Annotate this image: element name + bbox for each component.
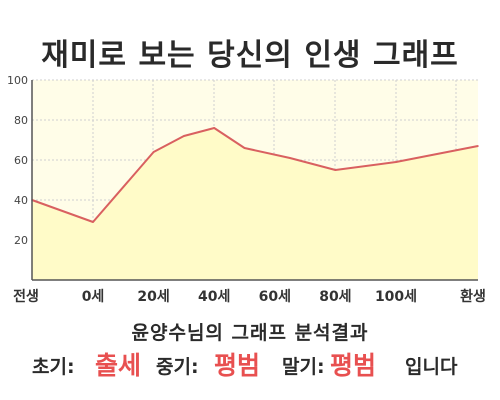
x-tick-label-0: 전생 xyxy=(13,288,39,305)
data-point-1 xyxy=(92,221,94,223)
data-point-4 xyxy=(213,127,215,129)
late-label: 말기: xyxy=(282,356,325,378)
y-tick-label-4: 100 xyxy=(7,74,28,87)
x-tick-label-6: 100세 xyxy=(375,289,417,305)
data-point-5 xyxy=(243,147,246,149)
early-label: 초기: xyxy=(32,356,75,378)
late-value: 평범 xyxy=(330,351,377,380)
data-point-7 xyxy=(334,169,337,171)
y-tick-label-2: 60 xyxy=(14,154,28,167)
data-point-6 xyxy=(289,157,291,159)
early-value: 출세 xyxy=(95,351,142,380)
x-tick-label-1: 0세 xyxy=(82,289,105,305)
analysis-summary: 윤양수님의 그래프 분석결과 xyxy=(131,322,369,344)
mid-label: 중기: xyxy=(156,356,199,378)
x-tick-label-5: 80세 xyxy=(319,289,351,305)
data-point-9 xyxy=(477,145,479,147)
x-tick-label-7: 환생 xyxy=(460,288,486,305)
analysis-result: 초기: 출세 중기: 평범 말기: 평범 입니다 xyxy=(0,346,500,382)
result-ending: 입니다 xyxy=(405,356,458,378)
x-tick-label-3: 40세 xyxy=(198,289,230,305)
y-tick-label-1: 40 xyxy=(14,194,28,207)
series-line xyxy=(31,127,479,223)
life-graph-chart: 20 40 60 80 100 전생 0세 20세 40세 60세 80세 100세 환생 xyxy=(7,74,486,305)
data-point-3 xyxy=(183,135,185,137)
data-point-8 xyxy=(395,161,397,163)
x-tick-label-2: 20세 xyxy=(137,289,169,305)
y-tick-label-3: 80 xyxy=(14,114,28,127)
mid-value: 평범 xyxy=(214,351,261,380)
data-point-2 xyxy=(152,151,155,153)
y-tick-label-0: 20 xyxy=(14,234,28,247)
page-title: 재미로 보는 당신의 인생 그래프 xyxy=(41,38,459,73)
x-tick-label-4: 60세 xyxy=(259,289,291,305)
